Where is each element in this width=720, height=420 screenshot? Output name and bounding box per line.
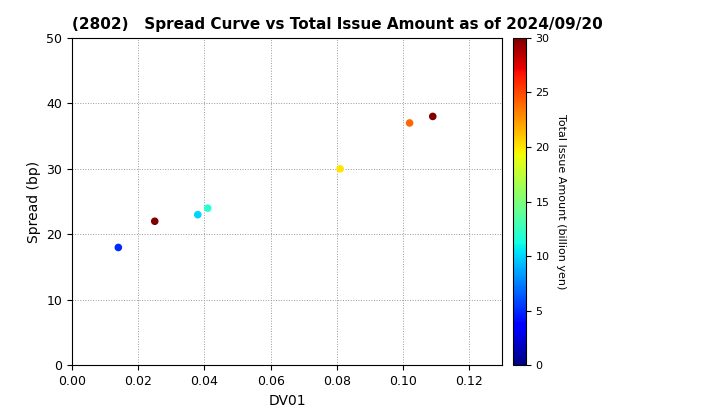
Point bbox=[112, 244, 124, 251]
Point bbox=[149, 218, 161, 225]
Point bbox=[202, 205, 213, 212]
Y-axis label: Spread (bp): Spread (bp) bbox=[27, 160, 41, 243]
Text: (2802)   Spread Curve vs Total Issue Amount as of 2024/09/20: (2802) Spread Curve vs Total Issue Amoun… bbox=[72, 18, 603, 32]
Point bbox=[427, 113, 438, 120]
Point bbox=[404, 120, 415, 126]
Point bbox=[192, 211, 204, 218]
Point bbox=[334, 165, 346, 172]
Y-axis label: Total Issue Amount (billion yen): Total Issue Amount (billion yen) bbox=[557, 114, 566, 289]
X-axis label: DV01: DV01 bbox=[269, 394, 306, 408]
